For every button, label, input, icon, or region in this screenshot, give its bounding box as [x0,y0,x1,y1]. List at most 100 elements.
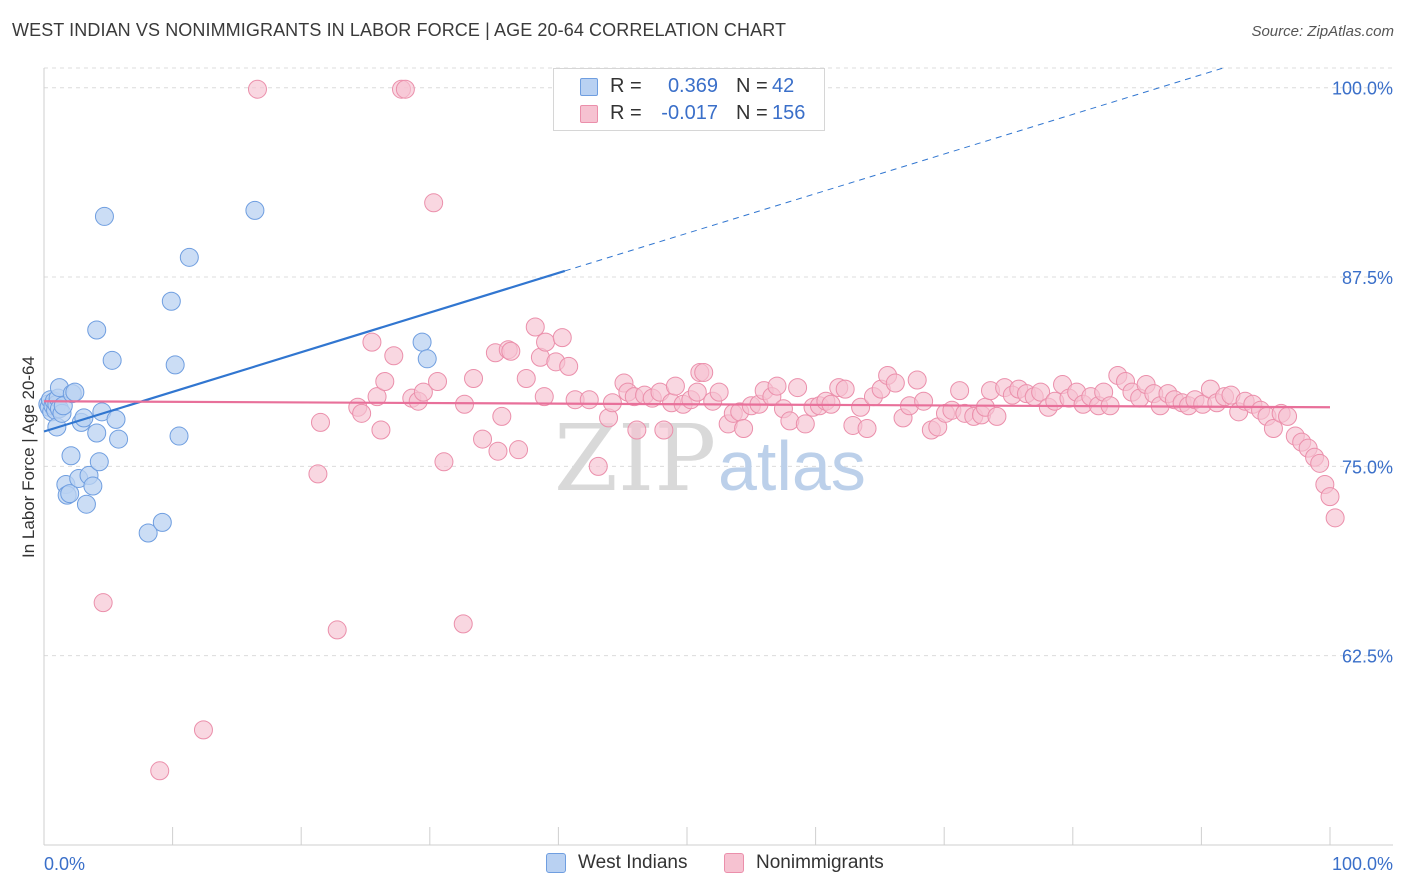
nonimmigrant-point [885,373,905,393]
r-value-west: 0.369 [667,75,718,97]
nonimmigrant-point [424,193,444,213]
nonimmigrant-point [464,368,484,388]
west-indian-point [169,426,189,446]
nonimmigrant-point [310,412,330,432]
west-indian-point [165,355,185,375]
nonimmigrant-point [509,440,529,460]
nonimmigrant-point [371,420,391,440]
gridlines [44,67,1393,657]
west-indian-point [109,429,129,449]
west-indian-point [412,332,432,352]
nonimmigrant-point [627,420,647,440]
west-indian-point [417,349,437,369]
n-label: N = [736,102,768,124]
west-indian-point [161,291,181,311]
y-tick-label: 75.0% [1342,457,1393,477]
axis-labels: 62.5% 75.0% 87.5% 100.0% 0.0% 100.0% In Labor … [19,79,1393,874]
nonimmigrant-point [536,332,556,352]
legend-swatch-non [580,104,598,123]
nonimmigrant-point [247,79,267,99]
nonimmigrant-point [492,406,512,426]
nonimmigrants-points [93,79,1345,781]
west-indian-point [94,206,114,226]
legend-item-non[interactable]: Nonimmigrants [724,852,884,874]
nonimmigrant-point [434,452,454,472]
nonimmigrant-point [1310,453,1330,473]
nonimmigrant-point [665,376,685,396]
west-indian-point [87,320,107,340]
west-indian-point [89,452,109,472]
nonimmigrant-point [428,372,448,392]
nonimmigrant-point [734,418,754,438]
nonimmigrant-point [795,414,815,434]
nonimmigrant-point [1278,406,1298,426]
series-legend: West Indians Nonimmigrants [0,852,1406,876]
nonimmigrant-point [835,379,855,399]
west-indians-trend-extension [564,67,1224,272]
west-indian-point [245,200,265,220]
nonimmigrant-point [1031,382,1051,402]
nonimmigrants-trend-line [43,400,1331,409]
r-label: R = [610,75,642,97]
nonimmigrant-point [488,441,508,461]
nonimmigrant-point [950,381,970,401]
legend-item-west[interactable]: West Indians [546,852,687,874]
west-indian-point [152,512,172,532]
nonimmigrant-point [525,317,545,337]
axes [43,68,1393,846]
chart-title: WEST INDIAN VS NONIMMIGRANTS IN LABOR FO… [12,20,787,40]
nonimmigrant-point [150,761,170,781]
nonimmigrant-point [857,418,877,438]
west-indians-trend-line [43,269,566,433]
legend-row-west: R = 0.369 N = 42 [554,73,794,100]
nonimmigrant-point [1325,508,1345,528]
west-indian-point [138,523,158,543]
nonimmigrant-point [413,382,433,402]
west-indian-point [76,494,96,514]
nonimmigrant-point [1263,418,1283,438]
nonimmigrant-point [588,456,608,476]
nonimmigrant-point [907,370,927,390]
watermark-atlas: atlas [718,427,866,505]
legend-row-non: R = -0.017 N = 156 [554,100,805,127]
nonimmigrant-point [516,368,536,388]
n-value-west: 42 [772,75,795,97]
west-indian-point [61,446,81,466]
west-indian-point [106,409,126,429]
y-axis-title: In Labor Force | Age 20-64 [19,356,38,558]
x-tick-label: 100.0% [1332,854,1393,874]
nonimmigrant-point [352,403,372,423]
nonimmigrant-point [767,376,787,396]
nonimmigrant-point [367,387,387,407]
x-tick-label: 0.0% [44,854,85,874]
y-tick-label: 62.5% [1342,647,1393,667]
nonimmigrant-point [93,593,113,613]
nonimmigrant-point [362,332,382,352]
nonimmigrant-point [375,372,395,392]
west-indian-point [60,484,80,504]
nonimmigrant-point [1320,487,1340,507]
nonimmigrant-point [914,391,934,411]
nonimmigrant-point [654,420,674,440]
correlation-legend: R = 0.369 N = 42 R = -0.017 N = 156 [553,68,825,131]
nonimmigrant-point [602,393,622,413]
west-indian-point [65,382,85,402]
legend-swatch-west [546,853,566,873]
nonimmigrant-point [473,429,493,449]
nonimmigrant-point [501,341,521,361]
west-indian-point [87,423,107,443]
trend-lines [43,67,1331,433]
nonimmigrant-point [534,387,554,407]
west-indians-points [38,200,437,543]
west-indian-point [179,247,199,267]
legend-swatch-non [724,853,744,873]
source-note: Source: ZipAtlas.com [1251,23,1394,40]
nonimmigrant-point [327,620,347,640]
nonimmigrant-point [395,79,415,99]
nonimmigrant-point [694,362,714,382]
y-tick-label: 100.0% [1332,79,1393,99]
nonimmigrant-point [308,464,328,484]
r-value-non: -0.017 [661,102,718,124]
nonimmigrant-point [453,614,473,634]
